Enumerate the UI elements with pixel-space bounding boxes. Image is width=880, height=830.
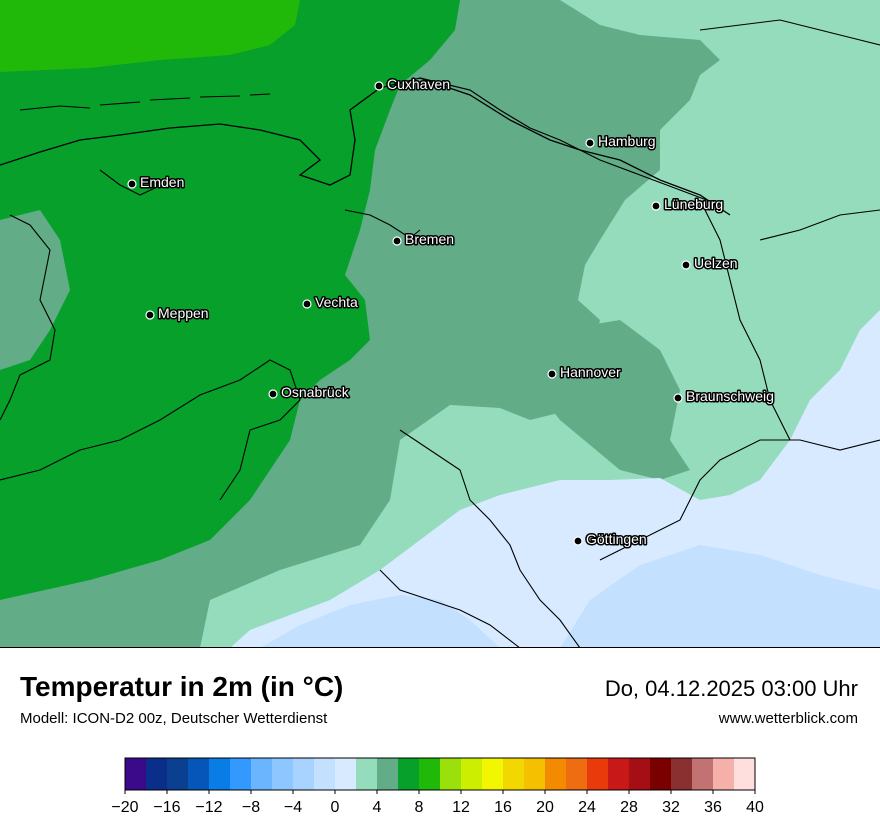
weser-estuary — [344, 209, 421, 239]
legend-tick-label: 32 — [662, 799, 680, 816]
legend-tick-label: 16 — [494, 799, 512, 816]
zone-t0-southeast — [560, 545, 880, 648]
legend-color-box — [524, 758, 546, 790]
legend-color-box — [272, 758, 294, 790]
legend-color-box — [209, 758, 231, 790]
border-brandenburg — [759, 209, 880, 241]
city-meppen[interactable]: Meppen — [145, 304, 210, 323]
legend-tick-label: 20 — [536, 799, 554, 816]
page-title: Temperatur in 2m (in °C) — [20, 671, 344, 702]
legend-color-box — [293, 758, 315, 790]
legend-tick-label: 36 — [704, 799, 722, 816]
legend-tick-label: −12 — [195, 799, 222, 816]
svg-text:Göttingen: Göttingen — [586, 531, 647, 547]
zone-t10-northwest — [0, 0, 300, 72]
legend-tick-label: −4 — [284, 799, 302, 816]
legend-color-box — [440, 758, 462, 790]
svg-text:Cuxhaven: Cuxhaven — [387, 76, 450, 92]
svg-text:Emden: Emden — [140, 174, 184, 190]
legend-tick-label: 24 — [578, 799, 596, 816]
city-uelzen[interactable]: Uelzen — [681, 254, 739, 273]
city-osnabrueck[interactable]: Osnabrück — [268, 383, 351, 402]
legend-color-box — [314, 758, 336, 790]
city-lueneburg[interactable]: Lüneburg — [651, 195, 725, 214]
legend-color-box — [545, 758, 567, 790]
legend-color-box — [377, 758, 399, 790]
zone-t0-southwest — [260, 595, 500, 648]
model-info: Modell: ICON-D2 00z, Deutscher Wetterdie… — [20, 710, 328, 727]
legend-color-box — [629, 758, 651, 790]
legend-color-box — [734, 758, 756, 790]
border-netherlands — [0, 214, 56, 421]
border-nrw — [0, 359, 301, 501]
coastline — [0, 77, 731, 216]
svg-text:Braunschweig: Braunschweig — [686, 388, 774, 404]
footer: Temperatur in 2m (in °C) Modell: ICON-D2… — [0, 648, 880, 830]
border-hessen — [399, 429, 581, 648]
color-legend: −20 −16 −12 −8 −4 0 4 8 12 16 20 24 28 32 36 40 — [111, 757, 764, 816]
city-goettingen[interactable]: Göttingen — [573, 530, 648, 549]
legend-color-box — [713, 758, 735, 790]
legend-color-box — [125, 758, 147, 790]
legend-color-box — [608, 758, 630, 790]
legend-color-box — [419, 758, 441, 790]
legend-tick-label: −20 — [111, 799, 138, 816]
zone-t4-east — [200, 0, 880, 648]
legend-tick-label: 40 — [746, 799, 764, 816]
svg-text:Hamburg: Hamburg — [598, 133, 656, 149]
svg-text:Osnabrück: Osnabrück — [281, 384, 350, 400]
legend-color-box — [335, 758, 357, 790]
legend-tick-label: 4 — [373, 799, 382, 816]
legend-tick-label: 8 — [415, 799, 424, 816]
border-saxony-anhalt — [699, 199, 791, 441]
svg-text:Hannover: Hannover — [560, 364, 621, 380]
svg-text:Lüneburg: Lüneburg — [664, 196, 723, 212]
legend-color-box — [230, 758, 252, 790]
legend-color-box — [692, 758, 714, 790]
ems-estuary — [99, 169, 156, 196]
legend-color-box — [398, 758, 420, 790]
elbe-river — [419, 77, 721, 206]
legend-color-box — [188, 758, 210, 790]
border-thuringia — [599, 439, 880, 561]
legend-color-box — [671, 758, 693, 790]
svg-text:Meppen: Meppen — [158, 305, 209, 321]
forecast-datetime: Do, 04.12.2025 03:00 Uhr — [604, 676, 858, 701]
legend-color-box — [587, 758, 609, 790]
legend-color-box — [167, 758, 189, 790]
svg-text:Uelzen: Uelzen — [694, 255, 738, 271]
legend-color-box — [650, 758, 672, 790]
legend-color-box — [482, 758, 504, 790]
border-south-west — [379, 569, 521, 648]
zone-t8-west — [0, 0, 460, 600]
temperature-map: Cuxhaven Hamburg Emden Lüneburg Bremen U… — [0, 0, 880, 648]
city-bremen[interactable]: Bremen — [392, 230, 456, 249]
city-cuxhaven[interactable]: Cuxhaven — [374, 75, 452, 94]
city-hannover[interactable]: Hannover — [547, 363, 623, 382]
svg-text:Bremen: Bremen — [405, 231, 454, 247]
legend-tick-label: −16 — [153, 799, 180, 816]
legend-color-box — [251, 758, 273, 790]
city-emden[interactable]: Emden — [127, 173, 186, 192]
legend-tick-label: 12 — [452, 799, 470, 816]
legend-color-box — [146, 758, 168, 790]
islands-north-1 — [19, 93, 271, 111]
legend-tick-label: 0 — [331, 799, 340, 816]
legend-color-box — [503, 758, 525, 790]
legend-tick-label: 28 — [620, 799, 638, 816]
city-braunschweig[interactable]: Braunschweig — [673, 387, 775, 406]
city-vechta[interactable]: Vechta — [302, 293, 360, 312]
legend-frame — [124, 757, 756, 791]
border-mecklenburg — [699, 19, 880, 46]
legend-color-box — [566, 758, 588, 790]
website-link[interactable]: www.wetterblick.com — [718, 710, 858, 727]
svg-text:Vechta: Vechta — [315, 294, 358, 310]
zone-t6-west-patch — [0, 210, 70, 370]
city-markers: Cuxhaven Hamburg Emden Lüneburg Bremen U… — [127, 75, 775, 549]
city-hamburg[interactable]: Hamburg — [585, 132, 657, 151]
legend-color-box — [461, 758, 483, 790]
legend-color-box — [356, 758, 378, 790]
zone-t6-hannover — [540, 320, 690, 480]
legend-tick-label: −8 — [242, 799, 260, 816]
